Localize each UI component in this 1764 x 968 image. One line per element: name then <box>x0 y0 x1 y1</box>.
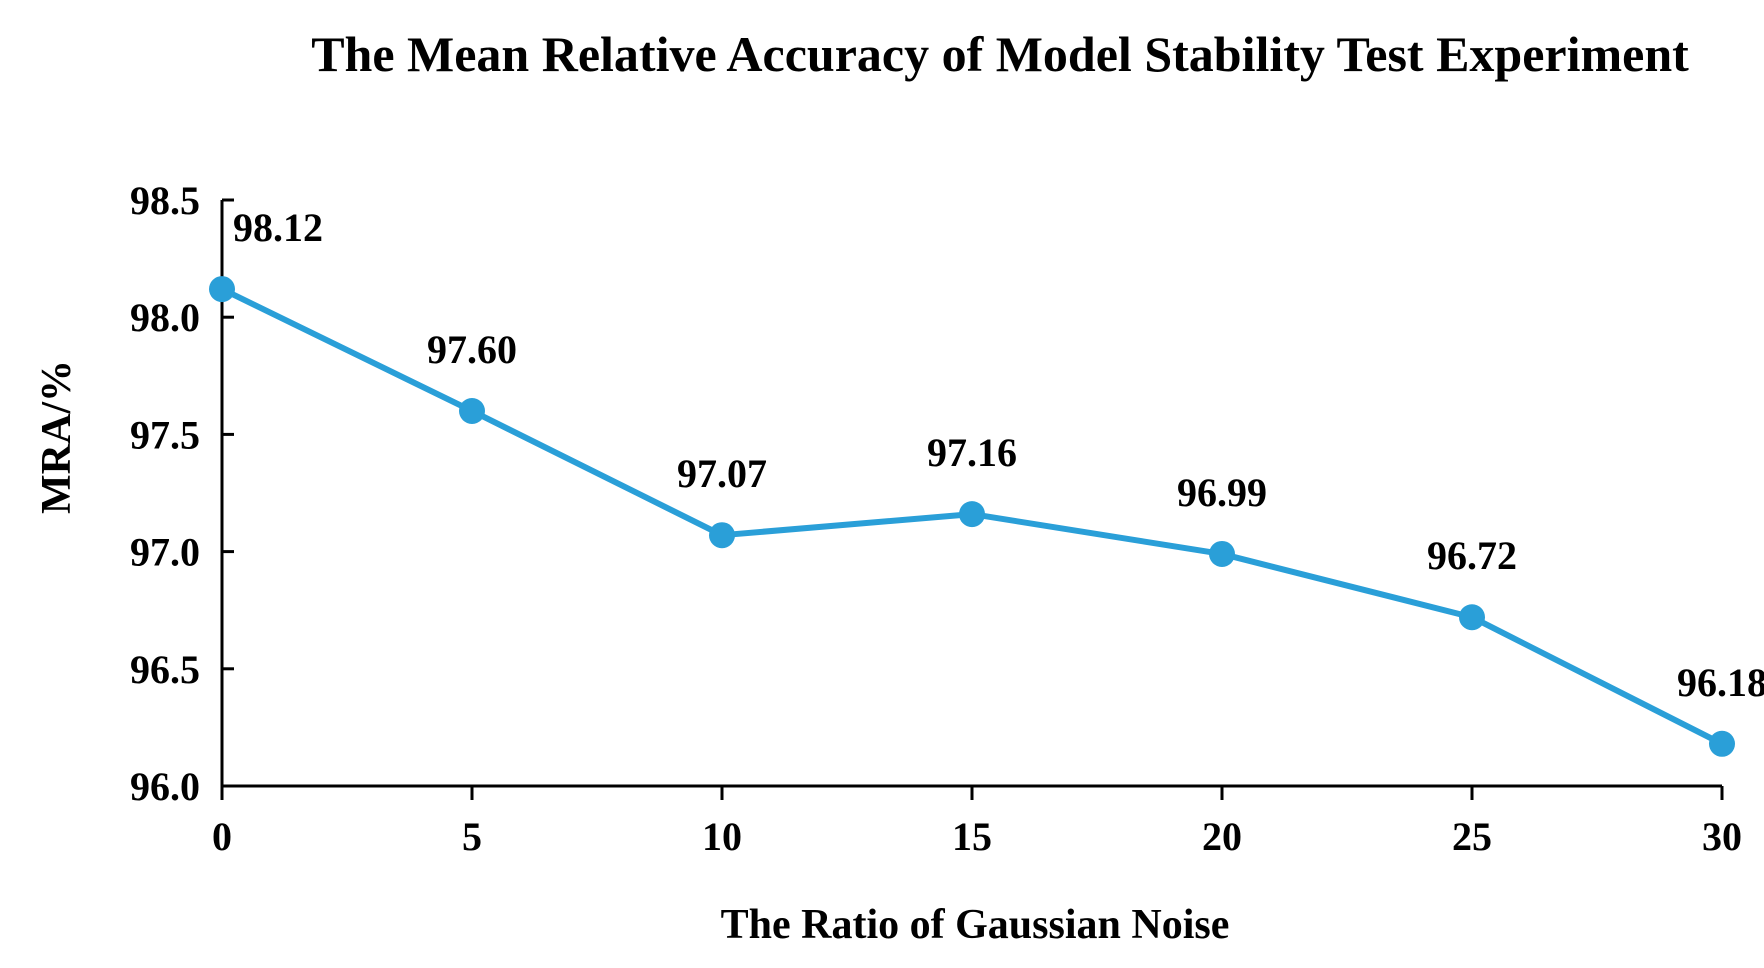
data-label: 96.18 <box>1677 660 1764 705</box>
data-point <box>709 522 735 549</box>
data-labels: 98.12 97.60 97.07 97.16 96.99 96.72 96.18 <box>233 205 1764 705</box>
y-axis-label: MRA/% <box>34 360 80 514</box>
x-tick-label: 5 <box>462 814 482 859</box>
y-tick-label: 96.5 <box>130 647 200 692</box>
data-label: 96.99 <box>1177 470 1267 515</box>
data-point <box>1459 604 1485 631</box>
y-tick-label: 96.0 <box>130 764 200 809</box>
y-tick-label: 98.5 <box>130 178 200 223</box>
data-point <box>1209 540 1235 567</box>
x-axis-label: The Ratio of Gaussian Noise <box>721 902 1230 948</box>
y-tick-label: 97.0 <box>130 530 200 575</box>
x-axis-ticks: 0 5 10 15 20 25 30 <box>212 786 1742 859</box>
data-label: 97.07 <box>677 451 767 496</box>
data-point <box>959 501 985 528</box>
x-tick-label: 15 <box>952 814 992 859</box>
x-tick-label: 20 <box>1202 814 1242 859</box>
axes <box>220 200 1722 788</box>
data-label: 96.72 <box>1427 533 1517 578</box>
x-tick-label: 10 <box>702 814 742 859</box>
series-mra <box>209 276 1735 757</box>
data-point <box>209 276 235 303</box>
data-point <box>1709 730 1735 757</box>
data-label: 97.16 <box>927 430 1017 475</box>
data-label: 98.12 <box>233 205 323 250</box>
y-tick-label: 98.0 <box>130 295 200 340</box>
y-tick-label: 97.5 <box>130 412 200 457</box>
data-label: 97.60 <box>427 327 517 372</box>
y-axis-ticks: 96.0 96.5 97.0 97.5 98.0 98.5 <box>130 178 234 809</box>
x-tick-label: 0 <box>212 814 232 859</box>
chart-title: The Mean Relative Accuracy of Model Stab… <box>311 26 1689 82</box>
data-point <box>459 397 485 424</box>
x-tick-label: 25 <box>1452 814 1492 859</box>
x-tick-label: 30 <box>1702 814 1742 859</box>
